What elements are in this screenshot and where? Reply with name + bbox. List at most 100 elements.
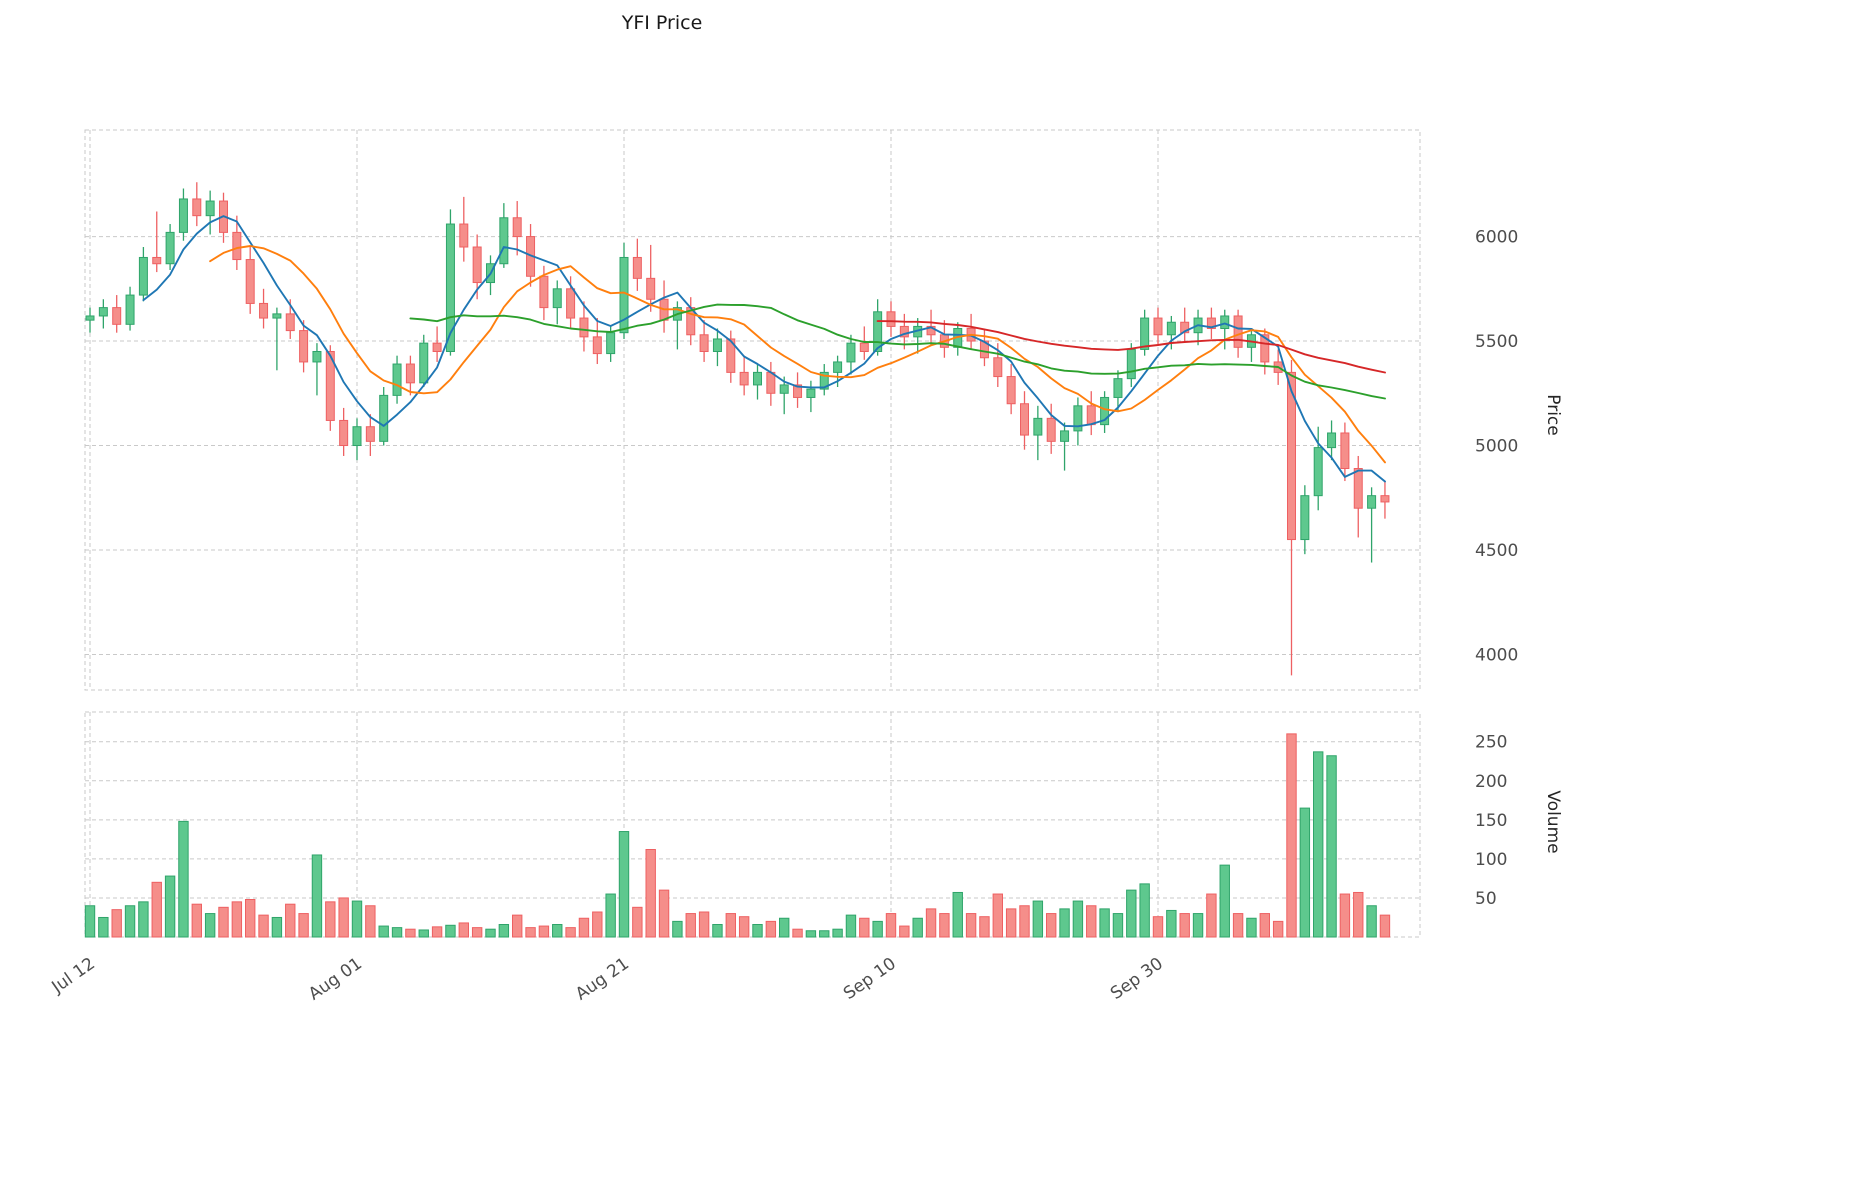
axis-tick-labels: 4000 4500 5000 5500 6000 50 100 150 200 250 Jul 12… [48,228,1519,1005]
candle-body: Oct 13 O:4990 H:5120 L:4930 C:5060 [1327,432,1337,449]
candle-body: Jul 18 O:5870 H:6060 L:5840 C:6020 [165,231,175,265]
candle-body: Aug 10 O:5950 H:6010 L:5700 C:5780 [472,246,482,284]
candle-body: Jul 21 O:6100 H:6220 L:6010 C:6170 [205,200,215,217]
date-tick-label: Sep 10 [840,954,900,1004]
volume-bar: Aug 12 Vol:16 [498,924,510,938]
volume-bar: Sep 19 Vol:36 [1005,908,1017,938]
candle-body: Aug 07 O:5490 H:5570 L:5400 C:5450 [432,342,442,352]
volume-bar: Aug 01 Vol:46 [351,900,363,938]
volume-bar: Sep 28 Vol:60 [1126,889,1137,938]
candle-body: Oct 14 O:5060 H:5110 L:4830 C:4890 [1340,432,1350,470]
candle-body: Jul 27 O:5630 H:5700 L:5510 C:5550 [285,313,295,332]
volume-bar: Aug 03 Vol:14 [378,925,389,938]
candle-body: Sep 26 O:5100 H:5260 L:5060 C:5230 [1100,396,1110,426]
volume-bar: Sep 26 Vol:36 [1099,908,1110,938]
volume-bar: Oct 04 Vol:55 [1206,893,1217,938]
candle-body: Aug 04 O:5240 H:5430 L:5200 C:5390 [392,363,402,396]
volume-bar: Oct 06 Vol:30 [1232,913,1244,938]
volume-bar: Aug 26 Vol:30 [685,913,696,938]
volume-bar: Aug 24 Vol:60 [658,889,670,938]
volume-bar: Sep 25 Vol:40 [1086,905,1097,938]
volume-bar: Jul 19 Vol:148 [178,820,189,938]
volume-bar: Jul 16 Vol:45 [138,901,149,938]
volume-bar: Jul 21 Vol:30 [204,913,216,938]
candle-body: Aug 05 O:5390 H:5430 L:5240 C:5300 [405,363,415,384]
candle-body: Sep 04 O:5230 H:5310 L:5160 C:5270 [806,388,816,398]
candle-body: Oct 12 O:4760 H:5090 L:4690 C:4990 [1313,447,1323,497]
candle-body: Aug 18 O:5610 H:5690 L:5450 C:5520 [579,317,589,338]
volume-bar: Sep 17 Vol:26 [979,916,990,938]
volume-bar: Oct 10 Vol:260 [1286,733,1297,938]
price-tick-label: 4000 [1475,645,1518,665]
volume-bar: Sep 09 Vol:20 [872,920,883,938]
volume-bar: Sep 22 Vol:30 [1046,913,1057,938]
candle-body: Jul 17 O:5900 H:6120 L:5830 C:5870 [152,256,162,265]
price-panel-border [84,129,1421,691]
candle-body: Jul 29 O:5400 H:5490 L:5240 C:5450 [312,350,322,363]
volume-bar: Aug 08 Vol:15 [445,924,456,938]
moving-average-lines [142,215,1386,483]
candle-body: Sep 03 O:5290 H:5350 L:5180 C:5230 [793,384,803,398]
volume-bar: Sep 02 Vol:24 [779,917,790,938]
volume-bar: Aug 17 Vol:12 [565,927,576,938]
candle-body: Sep 29 O:5460 H:5650 L:5430 C:5610 [1140,317,1150,350]
volume-bar: Aug 30 Vol:26 [738,916,750,938]
volume-tick-label: 250 [1475,733,1507,753]
volume-bar: Jul 13 Vol:25 [98,916,109,938]
candle-body: Sep 18 O:5420 H:5490 L:5280 C:5330 [993,357,1003,378]
date-tick-label: Aug 01 [305,954,366,1005]
candle-body: Jul 31 O:5120 H:5180 L:4950 C:5000 [339,419,349,447]
volume-bar: Oct 08 Vol:30 [1259,913,1270,938]
volume-bar: Jul 15 Vol:40 [124,905,136,938]
volume-tick-label: 200 [1475,772,1507,792]
candle-body: Aug 12 O:5870 H:6160 L:5850 C:6090 [499,217,509,265]
volume-bar: Aug 31 Vol:16 [752,924,763,938]
date-tick-label: Jul 12 [48,954,99,998]
volume-bar: Jul 14 Vol:35 [111,909,122,938]
volume-bar: Aug 23 Vol:112 [645,849,656,938]
volume-bar: Aug 07 Vol:13 [431,926,443,938]
candle-body: Jul 26 O:5610 H:5660 L:5360 C:5630 [272,313,282,319]
candle-body: Aug 16 O:5660 H:5790 L:5580 C:5750 [552,288,562,309]
volume-bar: Sep 13 Vol:36 [925,908,937,938]
volume-bar: Aug 29 Vol:30 [725,913,736,938]
candle-body: Aug 27 O:5530 H:5600 L:5400 C:5450 [699,334,709,352]
candle-body: Jul 28 O:5550 H:5600 L:5350 C:5400 [299,330,309,363]
volume-bar: Jul 12 Vol:40 [84,905,96,938]
volume-bar: Sep 04 Vol:8 [805,930,817,938]
volume-bar: Oct 12 Vol:237 [1313,751,1324,938]
volume-bar: Jul 20 Vol:42 [191,903,203,938]
volume-bar: Jul 25 Vol:28 [258,914,269,938]
volume-bar: Jul 17 Vol:70 [151,881,162,938]
volume-bar: Jul 24 Vol:48 [245,899,256,938]
volume-bar: Sep 08 Vol:24 [859,917,870,938]
volume-bar: Jul 28 Vol:30 [298,913,309,938]
volume-bar: Sep 06 Vol:10 [832,928,843,938]
volume-bar: Oct 14 Vol:55 [1339,893,1351,938]
candle-body: Aug 06 O:5300 H:5530 L:5280 C:5490 [419,342,429,384]
date-tick-label: Sep 30 [1107,954,1167,1004]
price-tick-label: 6000 [1475,228,1518,248]
candle-body: Sep 07 O:5400 H:5530 L:5340 C:5490 [846,342,856,363]
candle-body: Sep 30 O:5610 H:5660 L:5480 C:5530 [1153,317,1163,336]
candle-body: Aug 01 O:5000 H:5130 L:4930 C:5090 [352,426,362,447]
volume-bar: Sep 24 Vol:46 [1072,900,1084,938]
candle-body: Jul 15 O:5580 H:5760 L:5550 C:5720 [125,294,135,325]
volume-bar: Oct 13 Vol:232 [1326,755,1337,938]
volume-bar: Aug 25 Vol:20 [672,920,683,938]
candle-body: Jul 23 O:6020 H:6100 L:5840 C:5890 [232,231,242,261]
volume-bar: Aug 18 Vol:24 [578,917,590,938]
candle-body: Aug 29 O:5510 H:5550 L:5300 C:5350 [726,338,736,373]
volume-bar: Sep 20 Vol:40 [1019,905,1030,938]
price-axis-label: Price [1543,394,1563,435]
candle-body: Jul 24 O:5890 H:5950 L:5630 C:5680 [245,259,255,304]
volume-bar: Aug 21 Vol:135 [618,831,630,938]
volume-bar: Sep 05 Vol:8 [819,930,830,938]
candle-body: Aug 28 O:5450 H:5560 L:5380 C:5510 [712,338,722,352]
volume-bar: Sep 23 Vol:36 [1059,908,1070,938]
candle-body: Oct 01 O:5530 H:5620 L:5460 C:5590 [1166,321,1176,336]
candle-body: Aug 17 O:5750 H:5810 L:5560 C:5610 [566,288,576,319]
candle-body: Aug 09 O:6060 H:6190 L:5880 C:5950 [459,223,469,248]
candle-body: Oct 17 O:4760 H:4830 L:4650 C:4730 [1380,495,1390,503]
price-tick-label: 5500 [1475,332,1518,352]
